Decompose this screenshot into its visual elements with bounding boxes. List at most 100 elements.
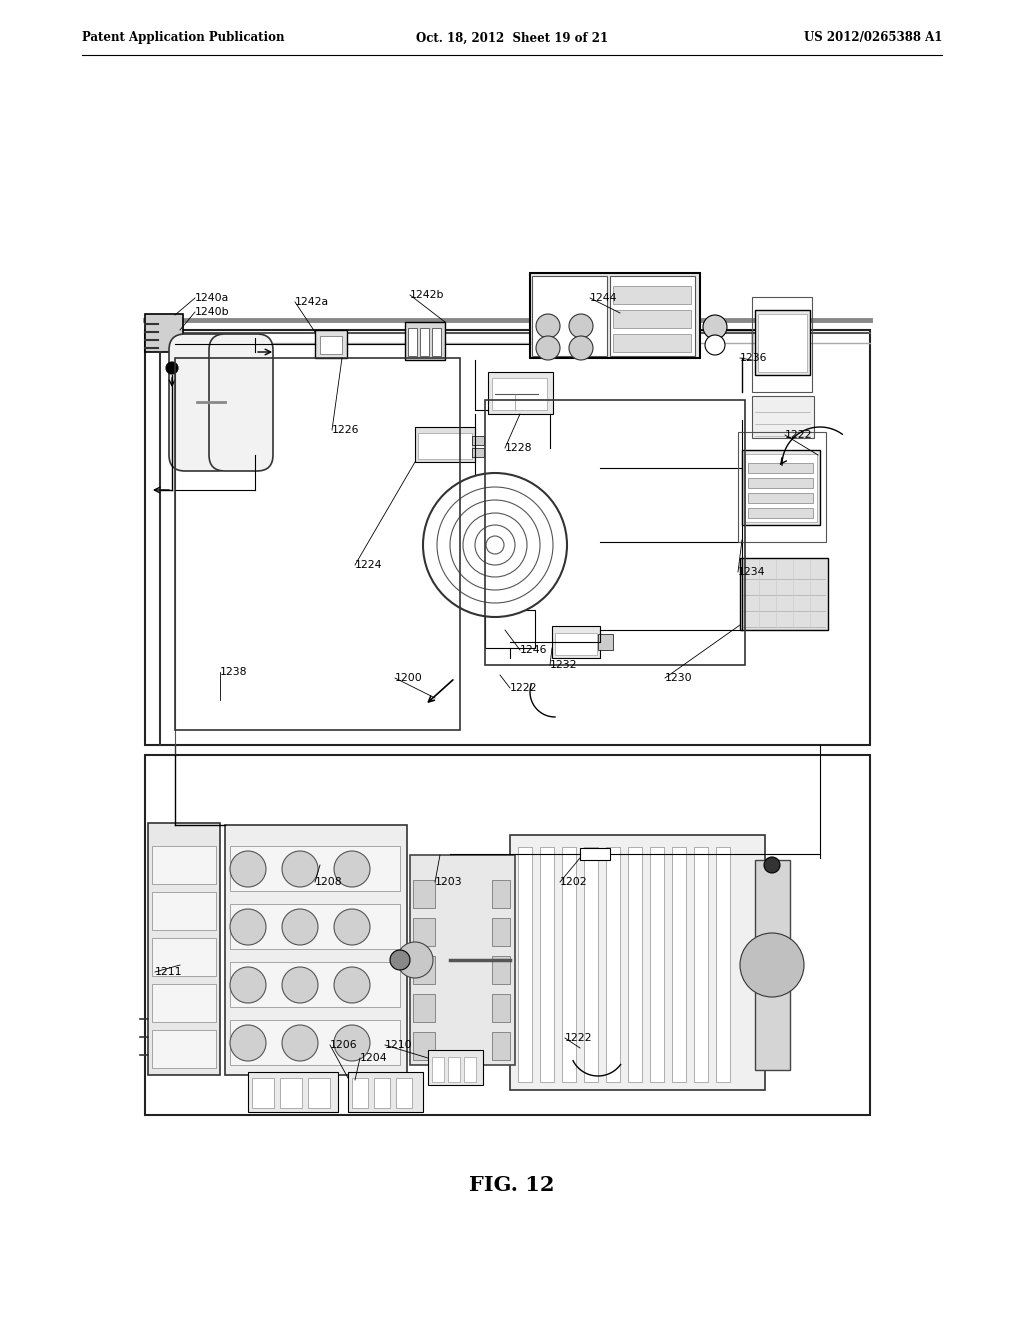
Bar xyxy=(613,310,691,327)
Bar xyxy=(742,450,820,525)
Bar xyxy=(432,1057,444,1082)
Bar xyxy=(230,1020,400,1065)
Text: 1242a: 1242a xyxy=(295,297,329,308)
Bar xyxy=(319,337,342,354)
Circle shape xyxy=(282,1026,318,1061)
Bar xyxy=(628,847,642,1082)
Text: 1208: 1208 xyxy=(315,876,343,887)
Circle shape xyxy=(536,314,560,338)
Bar xyxy=(755,310,810,375)
Bar xyxy=(740,558,828,630)
Bar xyxy=(488,372,553,414)
Bar xyxy=(530,273,700,358)
Circle shape xyxy=(166,362,178,374)
Bar xyxy=(584,847,598,1082)
Text: 1238: 1238 xyxy=(220,667,248,677)
Bar xyxy=(610,276,695,356)
Text: Patent Application Publication: Patent Application Publication xyxy=(82,32,285,45)
Bar xyxy=(540,847,554,1082)
Bar xyxy=(472,447,484,457)
Bar xyxy=(315,330,347,358)
Text: 1222: 1222 xyxy=(510,682,538,693)
Bar xyxy=(613,334,691,352)
Bar xyxy=(716,847,730,1082)
Bar xyxy=(485,400,745,665)
Bar xyxy=(752,297,812,392)
Bar xyxy=(492,378,547,411)
Text: 1234: 1234 xyxy=(738,568,766,577)
Text: 1232: 1232 xyxy=(550,660,578,671)
FancyBboxPatch shape xyxy=(209,334,273,471)
FancyBboxPatch shape xyxy=(169,334,233,471)
Bar xyxy=(492,956,510,983)
Circle shape xyxy=(397,942,433,978)
Bar xyxy=(413,880,435,908)
Bar xyxy=(145,330,870,744)
Bar xyxy=(152,939,216,975)
Bar xyxy=(606,847,620,1082)
Circle shape xyxy=(230,851,266,887)
Bar xyxy=(374,1078,390,1107)
Bar xyxy=(308,1078,330,1107)
Circle shape xyxy=(334,1026,370,1061)
Bar xyxy=(552,626,600,657)
Bar xyxy=(230,962,400,1007)
Bar xyxy=(694,847,708,1082)
Text: 1246: 1246 xyxy=(520,645,548,655)
Text: 1228: 1228 xyxy=(505,444,532,453)
Bar xyxy=(562,847,575,1082)
Text: 1203: 1203 xyxy=(435,876,463,887)
Bar xyxy=(420,327,429,356)
Bar xyxy=(745,454,817,521)
Circle shape xyxy=(569,337,593,360)
Bar xyxy=(492,1032,510,1060)
Bar xyxy=(352,1078,368,1107)
Bar xyxy=(408,327,417,356)
Bar xyxy=(413,917,435,946)
Bar xyxy=(580,847,610,861)
Bar xyxy=(418,433,472,459)
Bar xyxy=(485,610,535,648)
Circle shape xyxy=(230,1026,266,1061)
Bar xyxy=(348,1072,423,1111)
Text: 1211: 1211 xyxy=(155,968,182,977)
Bar xyxy=(230,846,400,891)
Bar xyxy=(152,1030,216,1068)
Bar xyxy=(152,983,216,1022)
Bar xyxy=(406,322,445,360)
Text: Oct. 18, 2012  Sheet 19 of 21: Oct. 18, 2012 Sheet 19 of 21 xyxy=(416,32,608,45)
Bar xyxy=(413,1032,435,1060)
Text: 1202: 1202 xyxy=(560,876,588,887)
Bar xyxy=(145,755,870,1115)
Circle shape xyxy=(764,857,780,873)
Circle shape xyxy=(703,315,727,339)
Text: FIG. 12: FIG. 12 xyxy=(469,1175,555,1195)
Text: 1222: 1222 xyxy=(785,430,812,440)
Circle shape xyxy=(282,968,318,1003)
Bar xyxy=(413,956,435,983)
Bar xyxy=(598,634,613,649)
Text: 1240a: 1240a xyxy=(195,293,229,304)
Circle shape xyxy=(569,314,593,338)
Text: 1222: 1222 xyxy=(565,1034,593,1043)
Circle shape xyxy=(334,968,370,1003)
Bar xyxy=(252,1078,274,1107)
Bar xyxy=(650,847,664,1082)
Bar xyxy=(748,478,813,488)
Text: 1230: 1230 xyxy=(665,673,692,682)
Bar xyxy=(396,1078,412,1107)
Bar xyxy=(248,1072,338,1111)
Text: 1236: 1236 xyxy=(740,352,768,363)
Bar xyxy=(518,847,532,1082)
Circle shape xyxy=(423,473,567,616)
Bar xyxy=(225,825,407,1074)
Circle shape xyxy=(230,909,266,945)
Bar xyxy=(555,634,597,655)
Text: 1244: 1244 xyxy=(590,293,617,304)
Text: 1204: 1204 xyxy=(360,1053,388,1063)
Text: 1226: 1226 xyxy=(332,425,359,436)
Circle shape xyxy=(536,337,560,360)
Bar xyxy=(755,861,790,1071)
Text: 1200: 1200 xyxy=(395,673,423,682)
Bar xyxy=(175,358,460,730)
